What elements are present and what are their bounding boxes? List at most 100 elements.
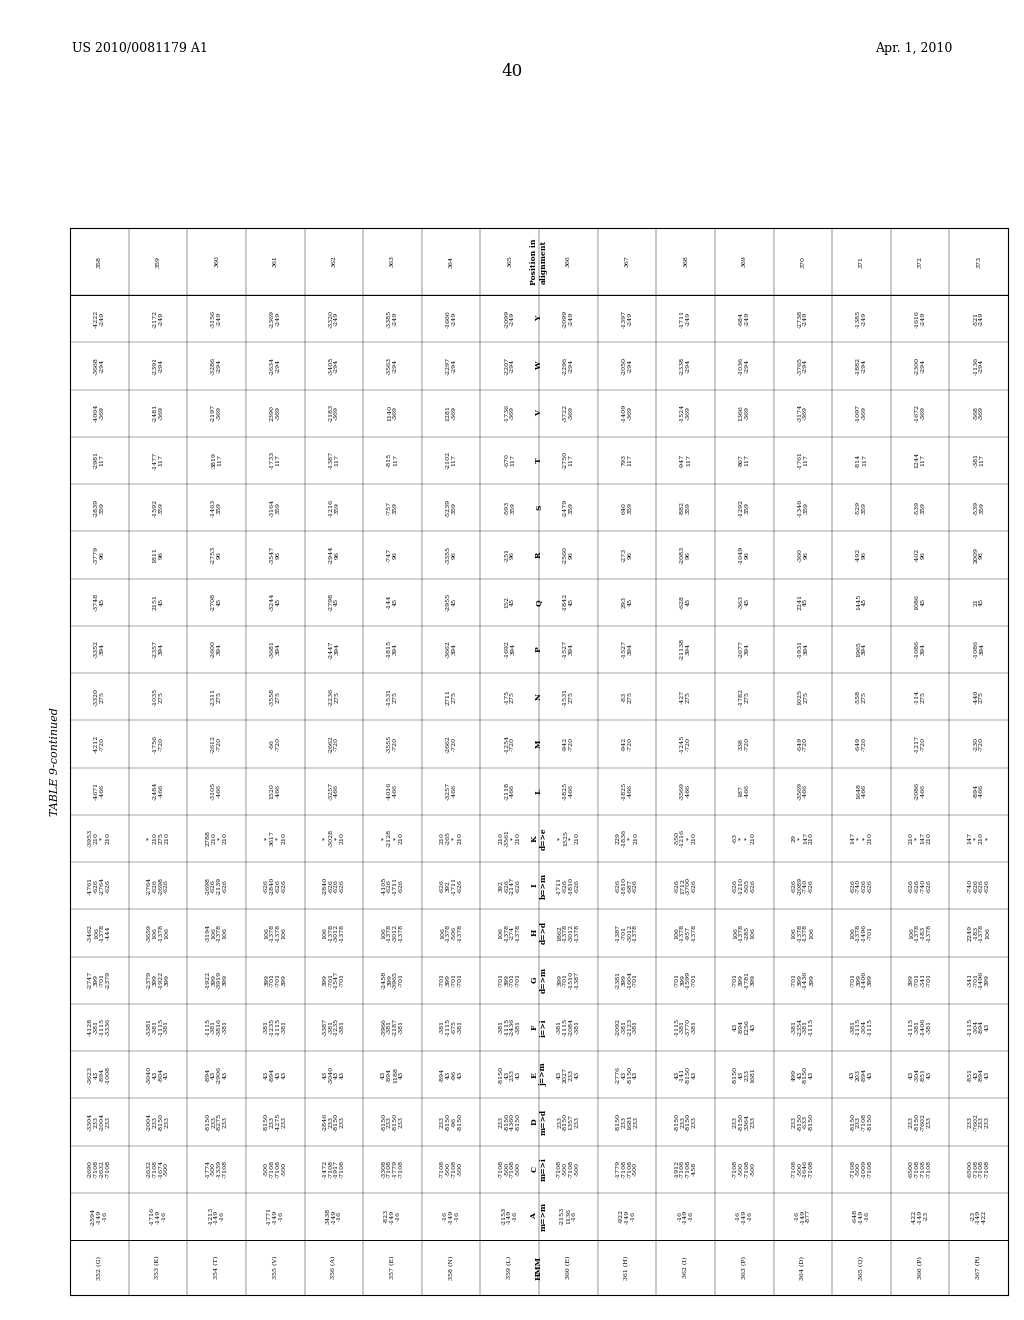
Text: -1782
275: -1782 275 <box>738 688 750 706</box>
Text: -16
-149
-877: -16 -149 -877 <box>795 1209 811 1224</box>
Text: 368: 368 <box>683 256 688 268</box>
Text: -492
96: -492 96 <box>856 548 867 562</box>
Text: -851
43
-894
43: -851 43 -894 43 <box>968 1068 990 1082</box>
Text: -1616
-249: -1616 -249 <box>914 310 926 327</box>
Text: -922
-149
-16: -922 -149 -16 <box>618 1209 635 1224</box>
Text: K
d=>e: K d=>e <box>530 828 548 850</box>
Text: -360
96: -360 96 <box>798 548 808 562</box>
Text: Apr. 1, 2010: Apr. 1, 2010 <box>874 42 952 55</box>
Text: -3304
233
-2004
233: -3304 233 -2004 233 <box>88 1113 111 1131</box>
Text: -251
96: -251 96 <box>504 548 515 562</box>
Text: -1385
-249: -1385 -249 <box>856 310 867 327</box>
Text: -3569
-466: -3569 -466 <box>680 783 691 800</box>
Text: -3308
-7108
-1779
-7108: -3308 -7108 -1779 -7108 <box>381 1160 403 1179</box>
Text: V: V <box>535 411 543 416</box>
Text: -2099
-249: -2099 -249 <box>563 310 573 327</box>
Text: 233
-7602
233
233: 233 -7602 233 233 <box>968 1113 990 1131</box>
Text: -2747
399
-701
-2379: -2747 399 -701 -2379 <box>88 972 111 989</box>
Text: -363
45: -363 45 <box>738 595 750 609</box>
Text: -66
-720: -66 -720 <box>269 737 281 751</box>
Text: 2390
-369: 2390 -369 <box>269 405 281 421</box>
Text: -2004
233
-8150
233: -2004 233 -8150 233 <box>146 1113 169 1131</box>
Text: -7108
-500
-1009
-7108: -7108 -500 -1009 -7108 <box>850 1160 872 1179</box>
Text: -3662
394: -3662 394 <box>445 640 457 659</box>
Text: -894
43
-2906
43: -894 43 -2906 43 <box>206 1065 227 1084</box>
Text: -1825
-466: -1825 -466 <box>622 781 633 800</box>
Text: -649
-720: -649 -720 <box>798 737 808 751</box>
Text: 147
*
*
210: 147 * * 210 <box>850 833 872 845</box>
Text: -1049
96: -1049 96 <box>738 545 750 564</box>
Text: -83
275: -83 275 <box>622 690 633 702</box>
Text: *
3617
*
210: * 3617 * 210 <box>264 830 287 846</box>
Text: 366: 366 <box>566 256 570 268</box>
Text: 364: 364 <box>449 256 454 268</box>
Text: 43
-304
-851
43: 43 -304 -851 43 <box>909 1068 931 1082</box>
Text: 358 (N): 358 (N) <box>449 1255 454 1279</box>
Text: 2009
96: 2009 96 <box>973 546 984 562</box>
Text: 43
203
-894
43: 43 203 -894 43 <box>850 1068 872 1082</box>
Text: 367: 367 <box>625 256 630 268</box>
Text: C
m=>i: C m=>i <box>530 1158 548 1181</box>
Text: 106
-1378
-183
-1378: 106 -1378 -183 -1378 <box>909 924 931 942</box>
Text: -1086
394: -1086 394 <box>973 640 984 659</box>
Text: *
210
275
210: * 210 275 210 <box>146 833 169 845</box>
Text: 106
-1378
-957
-1378: 106 -1378 -957 -1378 <box>675 924 696 942</box>
Text: -3558
275: -3558 275 <box>269 688 281 706</box>
Text: -3156
-249: -3156 -249 <box>211 310 222 327</box>
Text: -757
359: -757 359 <box>387 500 398 515</box>
Text: -942
-720: -942 -720 <box>563 737 573 751</box>
Text: 2788
210
*
210: 2788 210 * 210 <box>206 830 227 846</box>
Text: 233
-8150
-4360
-8150: 233 -8150 -4360 -8150 <box>499 1113 521 1131</box>
Text: -529
359: -529 359 <box>856 500 867 515</box>
Text: 1244
117: 1244 117 <box>914 453 926 469</box>
Text: -701
399
-701
-701: -701 399 -701 -701 <box>440 973 462 987</box>
Text: -4105
-626
-1711
-626: -4105 -626 -1711 -626 <box>381 876 403 895</box>
Text: *
1525
*
210: * 1525 * 210 <box>557 830 580 846</box>
Text: -3462
106
-1378
-444: -3462 106 -1378 -444 <box>88 924 111 942</box>
Text: -1387
-701
-3012
-1378: -1387 -701 -3012 -1378 <box>615 924 638 942</box>
Text: -2172
-249: -2172 -249 <box>153 310 164 327</box>
Text: -1527
394: -1527 394 <box>622 640 633 659</box>
Text: -2183
-369: -2183 -369 <box>329 404 339 422</box>
Text: -2776
43
-8150
43: -2776 43 -8150 43 <box>615 1065 638 1084</box>
Text: T: T <box>535 458 543 463</box>
Text: TABLE 9-continued: TABLE 9-continued <box>50 708 60 816</box>
Text: -114
275: -114 275 <box>914 689 926 704</box>
Text: Y: Y <box>535 315 543 321</box>
Text: -3286
-294: -3286 -294 <box>211 356 222 375</box>
Text: -740
-626
-626
-626: -740 -626 -626 -626 <box>968 879 990 892</box>
Text: -626
-1210
-505
-626: -626 -1210 -505 -626 <box>733 876 756 895</box>
Text: -2690
-7108
-2632
-7108: -2690 -7108 -2632 -7108 <box>88 1160 111 1179</box>
Text: -2207
-294: -2207 -294 <box>504 356 515 375</box>
Text: -422
-149
-23: -422 -149 -23 <box>911 1209 929 1224</box>
Text: -3352
394: -3352 394 <box>94 640 104 659</box>
Text: -3174
-369: -3174 -369 <box>798 404 808 422</box>
Text: -701
399
-1781
399: -701 399 -1781 399 <box>733 972 756 989</box>
Text: -1931
394: -1931 394 <box>798 640 808 659</box>
Text: 106
-1378
-1378
106: 106 -1378 -1378 106 <box>792 924 814 942</box>
Text: 2151
45: 2151 45 <box>153 594 164 610</box>
Text: -2944
96: -2944 96 <box>329 545 339 564</box>
Text: -1254
-720: -1254 -720 <box>504 735 515 752</box>
Text: -4212
-720: -4212 -720 <box>94 735 104 752</box>
Text: 1862
-1378
-3012
-1378: 1862 -1378 -3012 -1378 <box>557 924 580 942</box>
Text: -701
399
-1599
-701: -701 399 -1599 -701 <box>675 972 696 989</box>
Text: 1281
-369: 1281 -369 <box>445 405 457 421</box>
Text: -1756
-720: -1756 -720 <box>153 735 164 752</box>
Text: 210
*
147
210: 210 * 147 210 <box>909 833 931 845</box>
Text: -3966
-381
-2187
-381: -3966 -381 -2187 -381 <box>381 1018 403 1036</box>
Text: -6500
-7108
-7108
-7108: -6500 -7108 -7108 -7108 <box>909 1160 931 1179</box>
Text: -2753
96: -2753 96 <box>211 545 222 564</box>
Text: -341
-701
-1496
399: -341 -701 -1496 399 <box>968 972 990 989</box>
Text: -2086
-466: -2086 -466 <box>914 783 926 800</box>
Text: -8150
233
1681
233: -8150 233 1681 233 <box>615 1113 638 1131</box>
Text: -1733
117: -1733 117 <box>269 451 281 470</box>
Text: -2197
-369: -2197 -369 <box>211 404 222 422</box>
Text: -1217
-720: -1217 -720 <box>914 735 926 752</box>
Text: -894
-466: -894 -466 <box>973 784 984 799</box>
Text: -2600
394: -2600 394 <box>211 640 222 659</box>
Text: -1711
-249: -1711 -249 <box>680 310 691 327</box>
Text: -8150
233
-8150
233: -8150 233 -8150 233 <box>381 1113 403 1131</box>
Text: -2840
-626
-626
-626: -2840 -626 -626 -626 <box>323 876 345 895</box>
Text: -381
-2354
-381
-1115: -381 -2354 -381 -1115 <box>792 1018 814 1036</box>
